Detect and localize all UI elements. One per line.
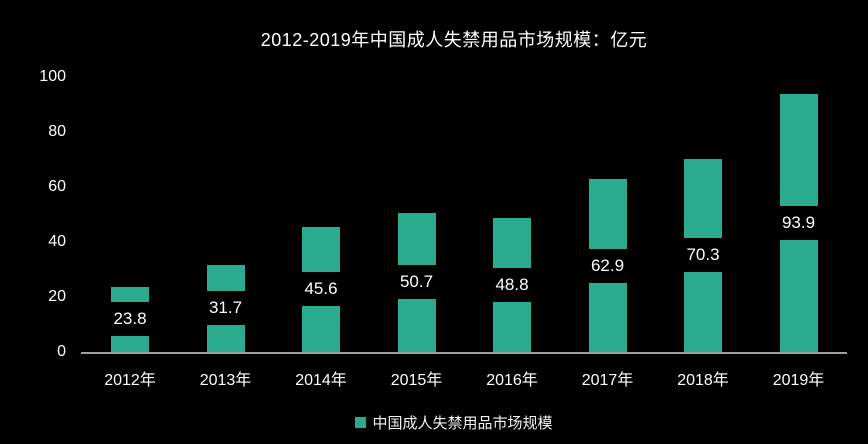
bar-value-label: 62.9 (590, 255, 625, 275)
legend-swatch-icon (355, 417, 367, 428)
x-tick-label: 2018年 (677, 372, 729, 389)
bar: 93.9 (777, 93, 820, 352)
bar-value-label: 93.9 (781, 212, 816, 232)
bar-value-label: 70.3 (686, 245, 720, 265)
bar-value-band: 70.3 (682, 238, 724, 273)
bar-value-band: 93.9 (777, 205, 820, 240)
legend: 中国成人失禁用品市场规模 (40, 412, 868, 433)
x-tick-label: 2015年 (390, 372, 443, 389)
bar: 23.8 (109, 286, 151, 352)
bar-value-label: 23.8 (113, 309, 147, 329)
bar-value-band: 31.7 (204, 291, 247, 326)
bar-value-label: 48.8 (495, 274, 529, 294)
bar-value-label: 50.7 (399, 272, 434, 292)
bar: 48.8 (491, 217, 533, 352)
bar-value-band: 48.8 (491, 267, 533, 302)
chart-title: 2012-2019年中国成人失禁用品市场规模：亿元 (260, 30, 648, 50)
x-tick-label: 2012年 (104, 372, 156, 389)
y-tick-label: 0 (57, 343, 66, 360)
x-tick-label: 2014年 (295, 372, 347, 389)
bar-value-band: 50.7 (395, 265, 438, 300)
x-tick-label: 2017年 (581, 372, 634, 389)
bar-value-label: 45.6 (304, 279, 338, 299)
x-tick-label: 2016年 (486, 372, 538, 389)
bar-value-band: 62.9 (586, 248, 629, 283)
x-tick-label: 2019年 (772, 372, 825, 389)
bar: 62.9 (586, 179, 629, 352)
y-tick-label: 20 (48, 288, 66, 305)
y-tick-label: 40 (48, 233, 66, 250)
bar: 31.7 (204, 264, 247, 352)
bar-value-band: 23.8 (109, 302, 151, 337)
bar: 70.3 (682, 158, 724, 352)
x-tick-label: 2013年 (199, 372, 252, 389)
bar: 50.7 (395, 212, 438, 352)
legend-label: 中国成人失禁用品市场规模 (372, 415, 553, 432)
x-axis-line (81, 352, 847, 354)
y-tick-label: 80 (48, 123, 66, 140)
bar-value-band: 45.6 (300, 272, 342, 307)
y-tick-label: 60 (48, 178, 66, 195)
y-tick-label: 100 (39, 68, 66, 85)
bar: 45.6 (300, 226, 342, 352)
bar-value-label: 31.7 (208, 298, 243, 318)
